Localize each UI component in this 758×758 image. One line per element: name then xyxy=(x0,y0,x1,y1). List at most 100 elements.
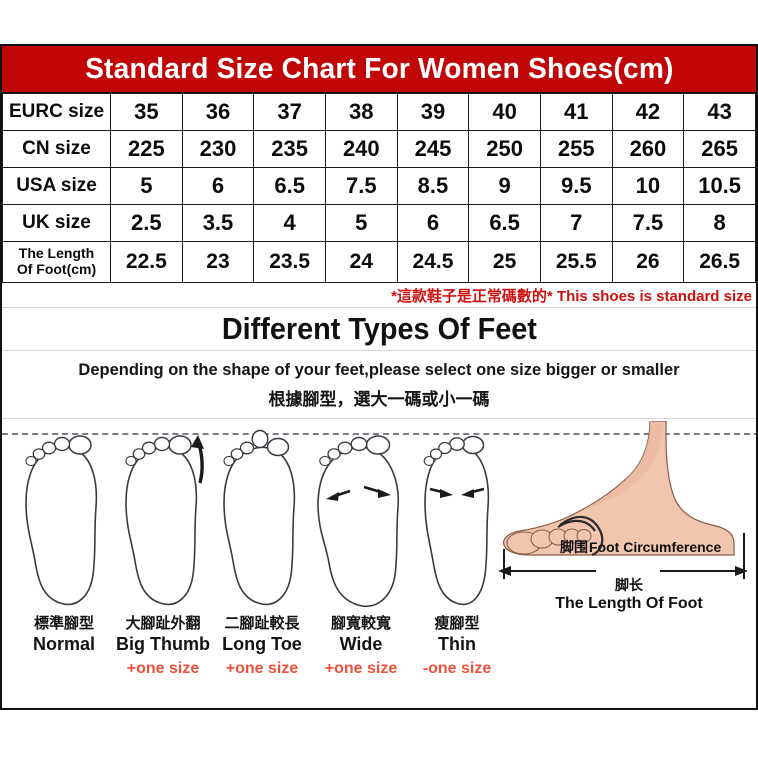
cell-eurc-1: 35 xyxy=(110,93,183,131)
table-row-uk: UK size 2.5 3.5 4 5 6 6.5 7 7.5 8 xyxy=(2,204,756,242)
cell-cn-2: 230 xyxy=(181,130,255,168)
foot-type-en-wide: Wide xyxy=(339,633,383,654)
row-label-eurc: EURC size xyxy=(2,93,111,131)
size-table: EURC size 35 36 37 38 39 40 41 42 43 CN … xyxy=(2,93,756,283)
foot-type-label-normal: 標準腳型 Normal xyxy=(4,615,124,660)
banner-title: Standard Size Chart For Women Shoes(cm) xyxy=(84,52,674,85)
foot-length-en: The Length Of Foot xyxy=(555,595,703,612)
foot-type-zh-wide: 腳寬較寬 xyxy=(330,615,391,632)
foot-type-en-normal: Normal xyxy=(32,633,95,654)
cell-length-1: 22.5 xyxy=(110,241,183,283)
cell-usa-7: 9.5 xyxy=(539,167,613,205)
cell-length-8: 26 xyxy=(611,241,685,283)
divider-below-types-title xyxy=(2,350,756,351)
row-label-uk: UK size xyxy=(2,204,111,242)
foot-length-zh: 脚长 xyxy=(615,577,643,593)
foot-sole-thin-icon xyxy=(423,435,490,606)
wide-arrows-icon xyxy=(326,485,391,501)
cell-length-3: 23.5 xyxy=(253,241,326,283)
types-heading-row: Different Types Of Feet xyxy=(2,308,756,350)
cell-usa-8: 10 xyxy=(611,167,685,205)
big-thumb-arrow-icon xyxy=(191,435,204,484)
cell-uk-7: 7 xyxy=(539,204,613,242)
cell-eurc-5: 39 xyxy=(396,93,470,131)
foot-illustration-area: 標準腳型 Normal 大腳趾外翻 Big Thumb +one size 二腳… xyxy=(2,419,756,708)
row-label-cn: CN size xyxy=(2,130,111,168)
foot-sole-big-thumb-icon xyxy=(125,435,204,606)
foot-circumference-zh: 脚围 xyxy=(560,539,588,555)
foot-type-en-long-toe: Long Toe xyxy=(222,633,302,654)
foot-measurement-diagram: 脚围Foot Circumference 脚长 The Length Of Fo… xyxy=(498,420,756,708)
table-row-eurc: EURC size 35 36 37 38 39 40 41 42 43 xyxy=(2,93,756,131)
foot-sole-wide-icon xyxy=(317,435,400,608)
foot-circumference-en: Foot Circumference xyxy=(589,539,722,555)
foot-outline-normal xyxy=(16,427,112,617)
cell-usa-6: 9 xyxy=(468,167,541,205)
foot-type-label-big-thumb: 大腳趾外翻 Big Thumb +one size xyxy=(103,615,223,679)
cell-eurc-3: 37 xyxy=(253,93,326,131)
foot-outline-wide xyxy=(312,427,408,617)
foot-type-label-wide: 腳寬較寬 Wide +one size xyxy=(301,615,421,679)
cell-length-4: 24 xyxy=(324,241,398,283)
cell-usa-3: 6.5 xyxy=(253,167,326,205)
circumference-loop xyxy=(559,515,604,557)
cell-uk-2: 3.5 xyxy=(181,204,255,242)
cell-cn-7: 255 xyxy=(539,130,613,168)
foot-type-zh-big-thumb: 大腳趾外翻 xyxy=(125,615,201,632)
row-label-foot-length: The Length Of Foot(cm) xyxy=(2,241,111,283)
foot-outline-big-thumb xyxy=(116,427,212,617)
cell-eurc-4: 38 xyxy=(324,93,398,131)
foot-outline-long-toe xyxy=(214,427,310,617)
thin-arrows-icon xyxy=(429,487,485,498)
foot-outline-thin xyxy=(410,427,506,617)
foot-sole-long-toe-icon xyxy=(223,429,296,606)
foot-type-en-thin: Thin xyxy=(438,633,476,654)
cell-uk-9: 8 xyxy=(683,204,756,242)
cell-length-7: 25.5 xyxy=(539,241,613,283)
cell-uk-4: 5 xyxy=(324,204,398,242)
side-foot-illustration-icon xyxy=(498,420,748,580)
cell-length-2: 23 xyxy=(181,241,255,283)
cell-eurc-7: 41 xyxy=(539,93,613,131)
foot-circumference-label: 脚围Foot Circumference xyxy=(560,537,721,557)
types-subtitle-zh: 根據腳型，選大一碼或小一碼 xyxy=(268,390,490,409)
cell-eurc-8: 42 xyxy=(611,93,685,131)
foot-type-label-thin: 瘦腳型 Thin -one size xyxy=(397,615,517,679)
cell-usa-4: 7.5 xyxy=(324,167,398,205)
foot-type-zh-long-toe: 二腳趾較長 xyxy=(224,615,300,632)
foot-type-adjust-wide: +one size xyxy=(324,659,398,677)
cell-uk-1: 2.5 xyxy=(110,204,183,242)
row-label-foot-length-line1: The Length xyxy=(18,245,95,262)
foot-type-zh-thin: 瘦腳型 xyxy=(434,615,480,632)
row-label-usa: USA size xyxy=(2,167,111,205)
row-label-foot-length-line2: Of Foot(cm) xyxy=(16,261,97,277)
types-subtitle-en: Depending on the shape of your feet,plea… xyxy=(78,360,680,379)
foot-type-en-big-thumb: Big Thumb xyxy=(116,633,210,654)
standard-size-note: *這款鞋子是正常碼數的* This shoes is standard size xyxy=(391,287,752,305)
foot-type-adjust-thin: -one size xyxy=(422,659,492,677)
toe-alignment-dashed-line xyxy=(2,433,756,435)
foot-type-zh-normal: 標準腳型 xyxy=(33,615,94,632)
cell-length-9: 26.5 xyxy=(683,241,756,283)
types-title: Different Types Of Feet xyxy=(221,311,537,346)
length-dimension-line xyxy=(498,533,748,580)
cell-eurc-6: 40 xyxy=(468,93,541,131)
cell-cn-8: 260 xyxy=(611,130,685,168)
cell-cn-5: 245 xyxy=(396,130,470,168)
cell-length-5: 24.5 xyxy=(396,241,470,283)
table-row-cn: CN size 225 230 235 240 245 250 255 260 … xyxy=(2,130,756,168)
cell-eurc-2: 36 xyxy=(181,93,255,131)
content-box: Standard Size Chart For Women Shoes(cm) … xyxy=(0,44,758,710)
cell-uk-3: 4 xyxy=(253,204,326,242)
foot-type-adjust-big-thumb: +one size xyxy=(126,659,200,677)
table-row-usa: USA size 5 6 6.5 7.5 8.5 9 9.5 10 10.5 xyxy=(2,167,756,205)
cell-usa-2: 6 xyxy=(181,167,255,205)
cell-eurc-9: 43 xyxy=(683,93,756,131)
foot-type-adjust-long-toe: +one size xyxy=(225,659,299,677)
cell-cn-3: 235 xyxy=(253,130,326,168)
foot-type-label-long-toe: 二腳趾較長 Long Toe +one size xyxy=(202,615,322,679)
cell-usa-5: 8.5 xyxy=(396,167,470,205)
standard-size-note-row: *這款鞋子是正常碼數的* This shoes is standard size xyxy=(2,283,756,307)
cell-length-6: 25 xyxy=(468,241,541,283)
